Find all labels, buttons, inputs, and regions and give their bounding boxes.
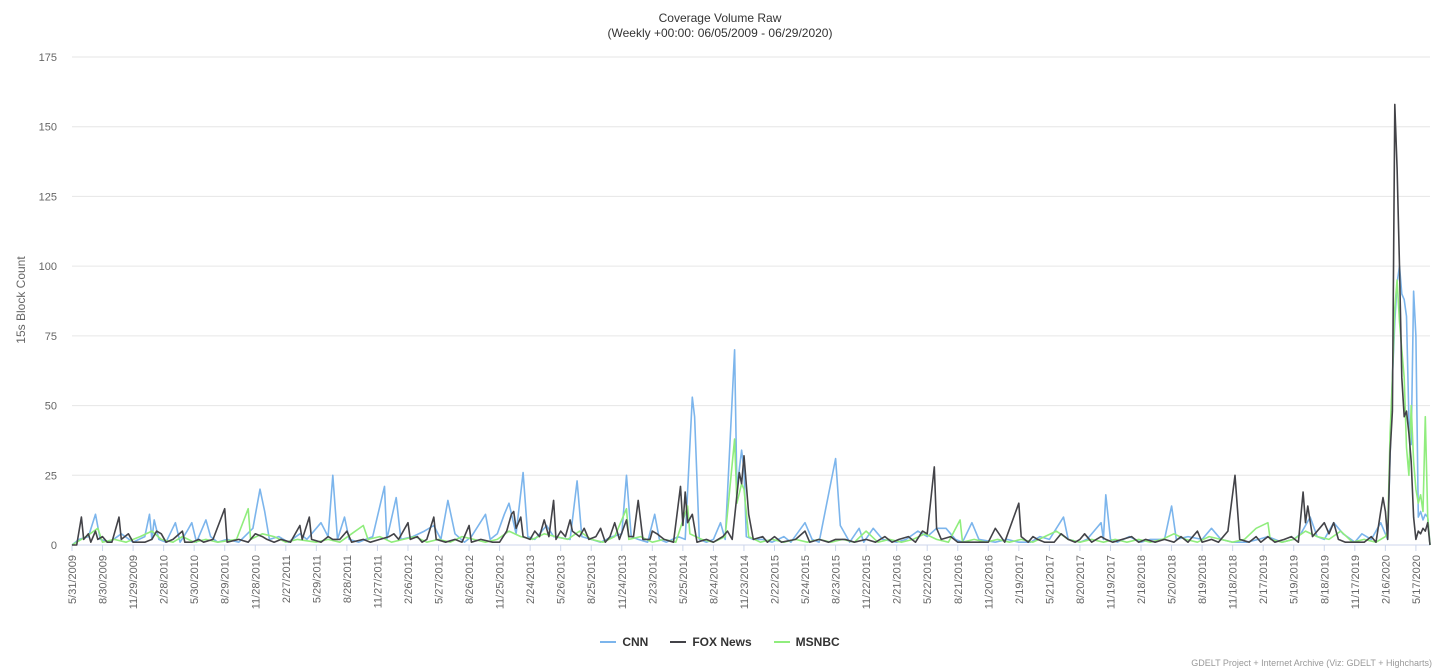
series-line-msnbc[interactable] — [71, 279, 1431, 546]
x-tick-label: 5/25/2014 — [678, 555, 690, 604]
x-tick-label: 11/20/2016 — [983, 555, 995, 609]
x-tick-label: 2/27/2011 — [281, 555, 293, 603]
x-tick-label: 2/18/2018 — [1136, 555, 1148, 604]
chart-title: Coverage Volume Raw — [658, 11, 782, 25]
legend-swatch-fox-news — [670, 641, 687, 643]
plot-area[interactable]: 0 25 50 75 100 125 150 175 5/31/2009 8/30/2009 11… — [0, 0, 1440, 630]
x-tick-label: 8/24/2014 — [708, 555, 720, 604]
x-tick-label: 2/22/2015 — [769, 555, 781, 604]
gridlines — [72, 56, 1430, 546]
x-tick-label: 8/19/2018 — [1197, 555, 1209, 604]
x-tick-label: 8/26/2012 — [464, 555, 476, 604]
x-tick-label: 5/27/2012 — [434, 555, 446, 604]
x-tick-label: 11/28/2010 — [250, 555, 262, 609]
x-tick-label: 8/20/2017 — [1075, 555, 1087, 604]
x-tick-label: 5/19/2019 — [1289, 555, 1301, 604]
x-axis: 5/31/2009 8/30/2009 11/29/2009 2/28/2010 5/3… — [67, 545, 1423, 609]
x-tick-label: 2/26/2012 — [403, 555, 415, 604]
y-axis: 0 25 50 75 100 125 150 175 — [39, 52, 57, 552]
y-tick-label: 0 — [51, 540, 57, 552]
x-tick-label: 5/22/2016 — [922, 555, 934, 604]
series-line-fox-news[interactable] — [72, 103, 1431, 546]
y-axis-label: 15s Block Count — [14, 256, 28, 344]
x-tick-label: 5/30/2010 — [189, 555, 201, 604]
legend-item-fox-news[interactable]: FOX News — [670, 635, 752, 649]
x-tick-label: 5/21/2017 — [1044, 555, 1056, 604]
x-tick-label: 2/23/2014 — [647, 555, 659, 604]
credit-text: GDELT Project + Internet Archive (Viz: G… — [1191, 658, 1432, 668]
x-tick-label: 8/30/2009 — [98, 555, 110, 604]
x-tick-label: 2/24/2013 — [525, 555, 537, 604]
y-tick-label: 175 — [39, 52, 57, 64]
x-tick-label: 2/21/2016 — [892, 555, 904, 604]
y-tick-label: 100 — [39, 261, 57, 273]
x-tick-label: 8/18/2019 — [1319, 555, 1331, 604]
x-tick-label: 11/24/2013 — [617, 555, 629, 609]
legend-swatch-cnn — [600, 641, 617, 643]
legend-label-fox-news: FOX News — [692, 635, 752, 649]
chart-subtitle: (Weekly +00:00: 06/05/2009 - 06/29/2020) — [607, 26, 833, 40]
x-tick-label: 2/19/2017 — [1014, 555, 1026, 604]
legend-label-cnn: CNN — [622, 635, 649, 649]
x-tick-label: 2/16/2020 — [1380, 555, 1392, 604]
x-tick-label: 8/23/2015 — [831, 555, 843, 604]
x-tick-label: 11/25/2012 — [495, 555, 507, 609]
x-tick-label: 5/31/2009 — [67, 555, 79, 604]
legend-swatch-msnbc — [773, 641, 790, 643]
x-tick-label: 5/17/2020 — [1411, 555, 1423, 604]
x-tick-label: 5/29/2011 — [311, 555, 323, 603]
y-tick-label: 25 — [45, 470, 57, 482]
x-tick-label: 11/22/2015 — [861, 555, 873, 609]
x-tick-label: 8/21/2016 — [953, 555, 965, 604]
legend-item-cnn[interactable]: CNN — [600, 635, 648, 649]
x-tick-label: 5/26/2013 — [556, 555, 568, 604]
x-tick-label: 5/24/2015 — [800, 555, 812, 604]
y-tick-label: 125 — [39, 191, 57, 203]
x-tick-label: 11/17/2019 — [1350, 555, 1362, 609]
x-tick-label: 5/20/2018 — [1167, 555, 1179, 604]
y-tick-label: 150 — [39, 122, 57, 134]
y-tick-label: 50 — [45, 401, 57, 413]
x-tick-label: 11/18/2018 — [1228, 555, 1240, 609]
x-tick-label: 11/23/2014 — [739, 555, 751, 609]
legend-item-msnbc[interactable]: MSNBC — [773, 635, 840, 649]
x-tick-label: 2/28/2010 — [159, 555, 171, 604]
x-tick-label: 11/19/2017 — [1105, 555, 1117, 609]
x-tick-label: 11/27/2011 — [372, 555, 384, 608]
series-lines — [71, 103, 1431, 546]
legend-label-msnbc: MSNBC — [795, 635, 840, 649]
legend: CNN FOX News MSNBC — [0, 635, 1440, 649]
x-tick-label: 8/25/2013 — [586, 555, 598, 604]
y-tick-label: 75 — [45, 331, 57, 343]
x-tick-label: 8/29/2010 — [220, 555, 232, 604]
x-tick-label: 2/17/2019 — [1258, 555, 1270, 604]
x-tick-label: 11/29/2009 — [128, 555, 140, 609]
x-tick-label: 8/28/2011 — [342, 555, 354, 603]
